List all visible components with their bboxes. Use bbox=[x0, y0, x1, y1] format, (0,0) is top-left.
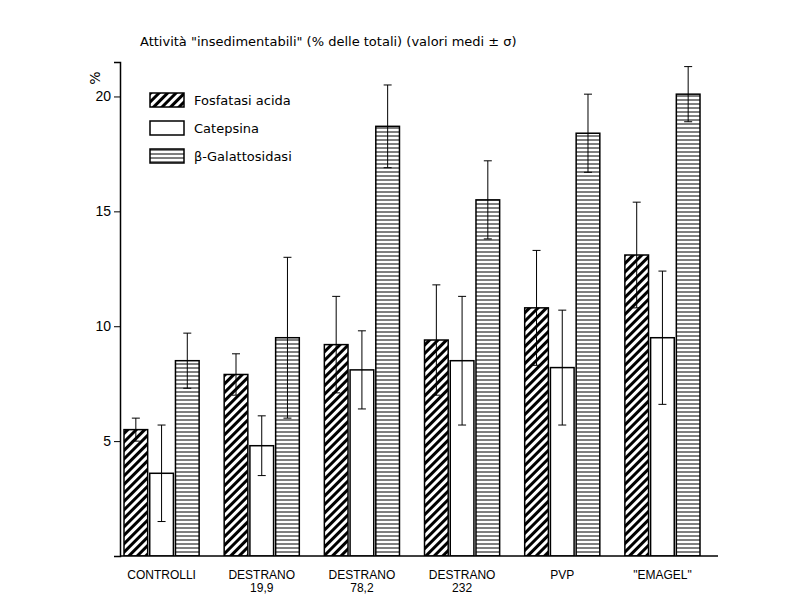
error-bar bbox=[633, 202, 641, 308]
tick-label: CONTROLLI bbox=[127, 568, 196, 582]
error-bar bbox=[684, 67, 692, 122]
legend-label: β-Galattosidasi bbox=[194, 149, 292, 164]
error-bar bbox=[484, 161, 492, 239]
tick-mark bbox=[114, 326, 120, 327]
legend-swatch bbox=[150, 149, 184, 163]
tick-mark bbox=[114, 96, 120, 97]
error-bar bbox=[533, 250, 541, 365]
tick-label: 15 bbox=[95, 203, 111, 219]
bar bbox=[376, 126, 400, 556]
error-bar bbox=[132, 418, 140, 441]
error-bar bbox=[384, 85, 392, 168]
legend-label: Catepsina bbox=[194, 121, 259, 136]
tick-label: DESTRANO19,9 bbox=[228, 568, 295, 596]
tick: 15 bbox=[95, 203, 120, 219]
tick-label: 5 bbox=[103, 433, 111, 449]
axis-line bbox=[120, 555, 718, 557]
error-bar bbox=[358, 331, 366, 409]
axis-line bbox=[114, 63, 121, 557]
tick: "EMAGEL" bbox=[633, 556, 692, 582]
tick-label: 20 bbox=[95, 88, 111, 104]
bar bbox=[676, 94, 700, 556]
error-bars bbox=[183, 67, 692, 419]
error-bar bbox=[258, 416, 266, 476]
tick-label: PVP bbox=[550, 568, 574, 582]
legend-swatch bbox=[150, 93, 184, 107]
legend: Fosfatasi acida Catepsina β-Galattosidasi bbox=[150, 93, 292, 164]
tick: DESTRANO232 bbox=[429, 556, 496, 595]
error-bar bbox=[283, 257, 291, 418]
bar bbox=[476, 200, 500, 556]
error-bars bbox=[158, 271, 667, 521]
tick: DESTRANO78,2 bbox=[329, 556, 396, 595]
legend-item: Catepsina bbox=[150, 121, 259, 136]
tick: 5 bbox=[103, 433, 120, 449]
tick: 20 bbox=[95, 88, 120, 104]
error-bar bbox=[183, 333, 191, 388]
tick-mark bbox=[114, 211, 120, 212]
error-bar bbox=[558, 310, 566, 425]
y-label: % bbox=[87, 71, 103, 84]
tick-mark bbox=[114, 441, 120, 442]
bar bbox=[576, 133, 600, 556]
chart: 5 10 15 20 CONTROLLI DESTRANO19,9 DESTRANO78,2… bbox=[0, 0, 800, 604]
error-bar bbox=[332, 296, 340, 393]
tick-label: "EMAGEL" bbox=[633, 568, 692, 582]
tick-label: DESTRANO232 bbox=[429, 568, 496, 596]
y-axis: 5 10 15 20 bbox=[95, 63, 120, 557]
error-bar bbox=[432, 285, 440, 395]
tick-label: DESTRANO78,2 bbox=[329, 568, 396, 596]
error-bar bbox=[458, 296, 466, 425]
plot: 5 10 15 20 CONTROLLI DESTRANO19,9 DESTRANO78,2… bbox=[95, 63, 718, 596]
legend-swatch bbox=[150, 121, 184, 135]
tick: DESTRANO19,9 bbox=[228, 556, 295, 595]
bar bbox=[175, 361, 199, 556]
bar bbox=[124, 430, 148, 556]
legend-item: Fosfatasi acida bbox=[150, 93, 291, 108]
error-bar bbox=[158, 425, 166, 522]
x-axis: CONTROLLI DESTRANO19,9 DESTRANO78,2 DESTRAN… bbox=[120, 556, 718, 595]
series bbox=[175, 94, 700, 556]
bars bbox=[124, 67, 700, 556]
error-bar bbox=[584, 94, 592, 172]
title: Attività "insedimentabili" (% delle tota… bbox=[140, 34, 517, 49]
legend-item: β-Galattosidasi bbox=[150, 149, 292, 164]
tick: PVP bbox=[550, 556, 574, 582]
error-bar bbox=[658, 271, 666, 404]
tick-label: 10 bbox=[95, 318, 111, 334]
tick: 10 bbox=[95, 318, 120, 334]
bar bbox=[224, 374, 248, 556]
legend-label: Fosfatasi acida bbox=[194, 93, 291, 108]
error-bar bbox=[232, 354, 240, 395]
tick: CONTROLLI bbox=[127, 556, 196, 582]
error-bars bbox=[132, 202, 641, 441]
